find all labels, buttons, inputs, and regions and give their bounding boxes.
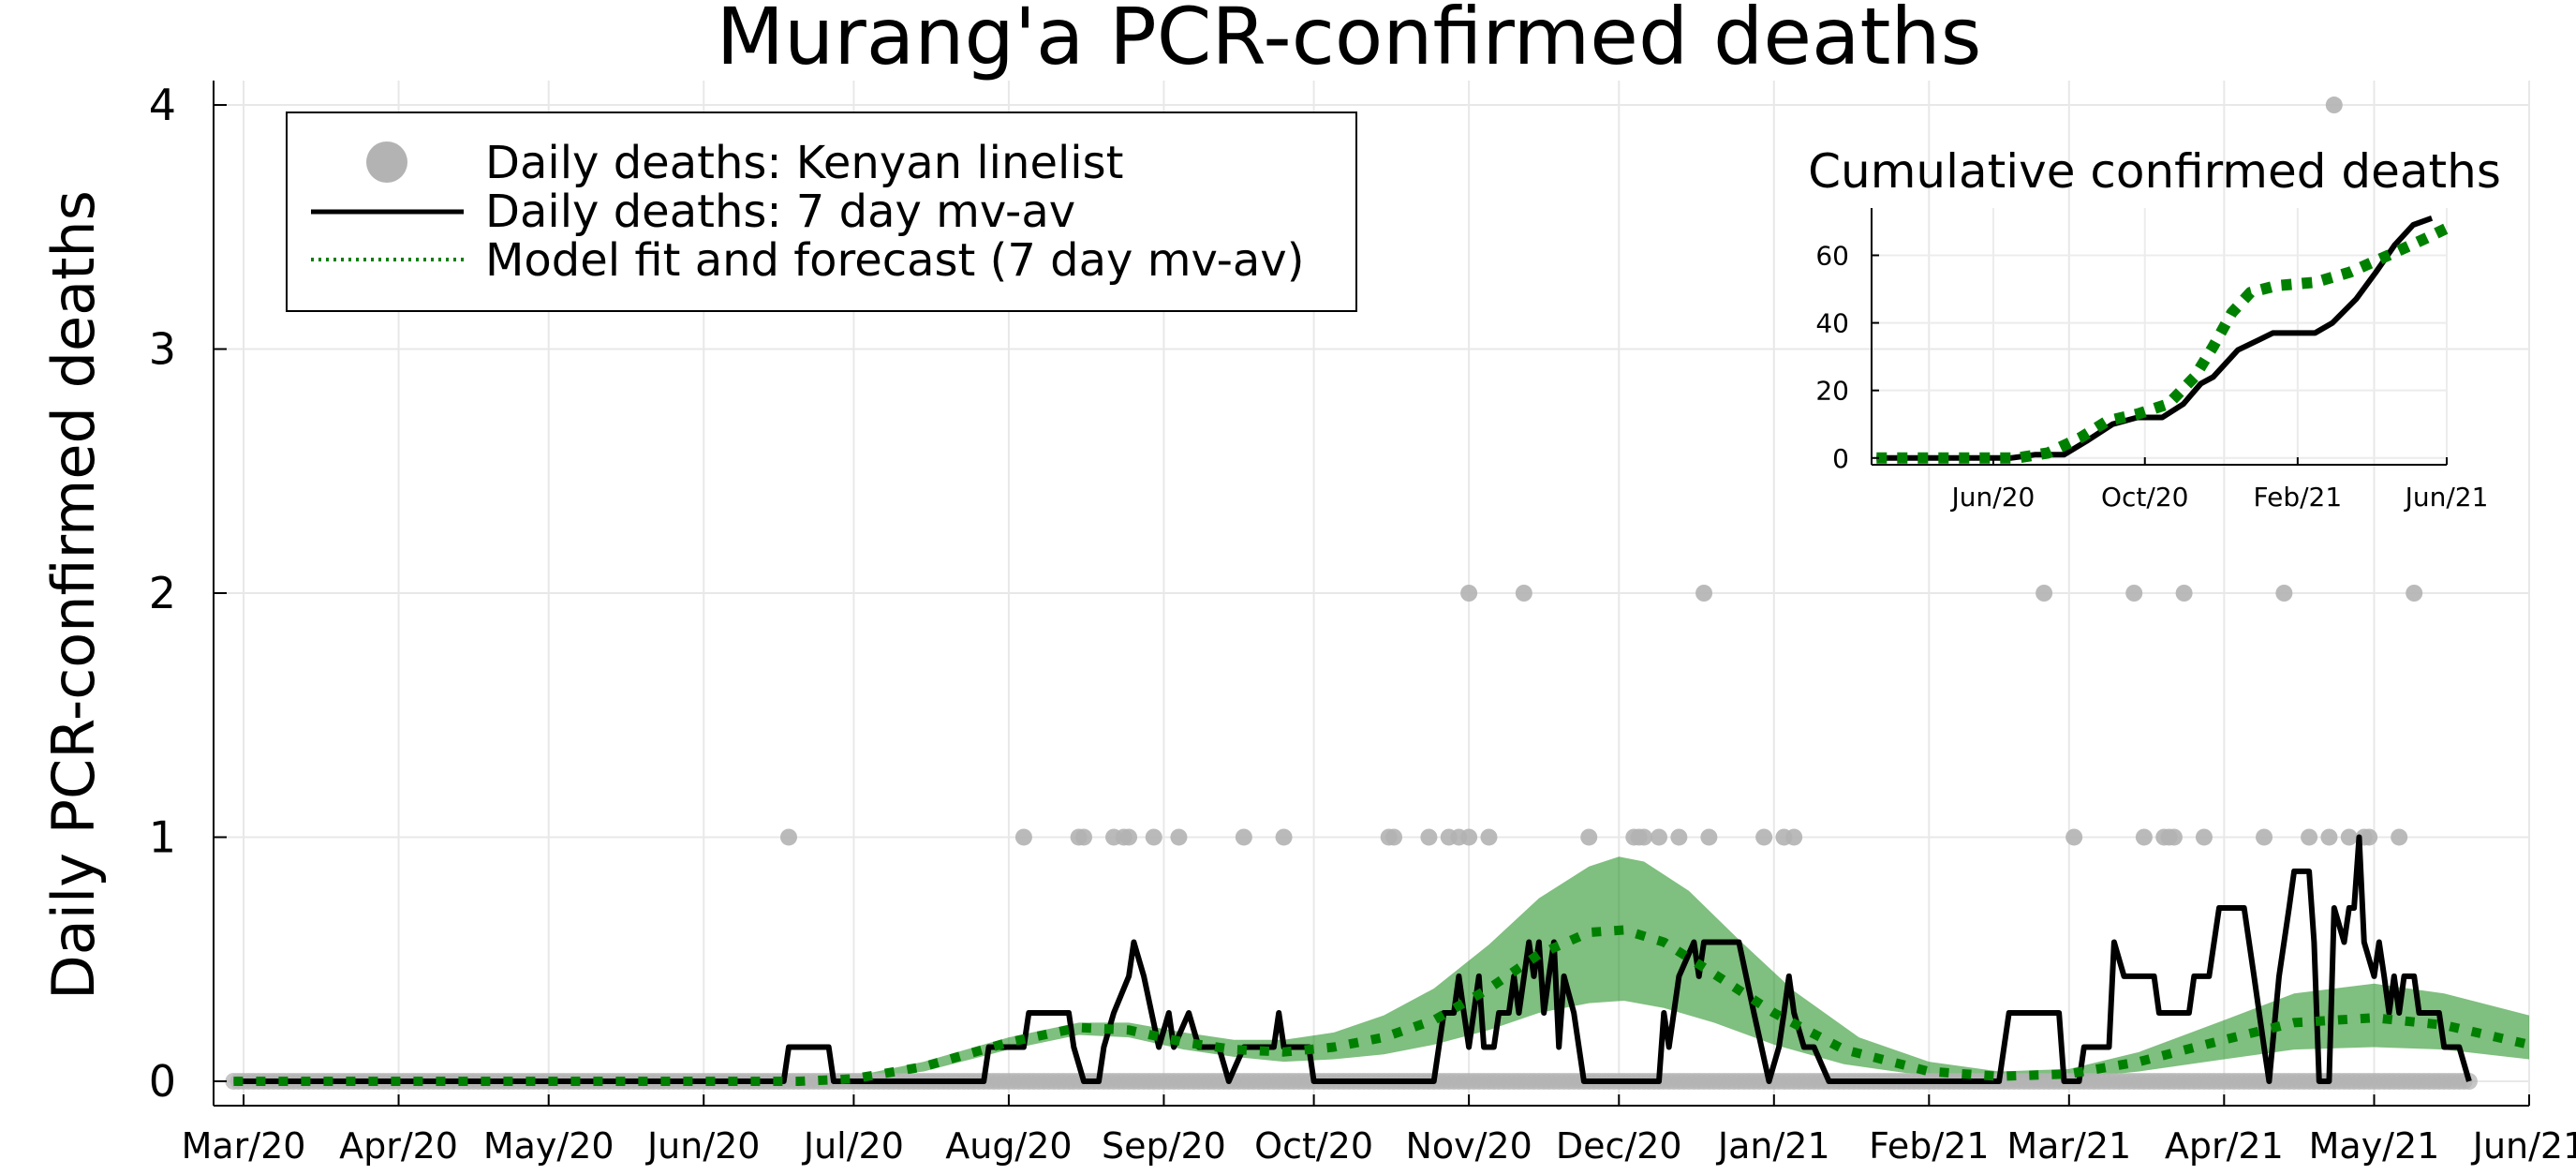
legend-label-model: Model fit and forecast (7 day mv-av) (485, 234, 1304, 287)
model-band (798, 856, 2530, 1081)
scatter-point (2275, 585, 2293, 602)
inset-x-tick-label: Jun/21 (2404, 482, 2489, 513)
inset-axes: 0 20 40 60 Jun/20 Oct/20 Feb/21 Jun/21 (1815, 208, 2488, 513)
scatter-point (1580, 828, 1598, 846)
inset-model-line (1876, 223, 2450, 464)
x-tick-label: Oct/20 (1254, 1125, 1373, 1167)
x-tick-label: Jul/20 (802, 1125, 904, 1167)
x-tick-label: Feb/21 (1869, 1125, 1989, 1167)
scatter-point (1695, 585, 1713, 602)
scatter-point (1480, 828, 1498, 846)
scatter-point (1785, 828, 1803, 846)
x-tick-label: Dec/20 (1556, 1125, 1682, 1167)
scatter-point (1145, 828, 1162, 846)
x-tick-label: Apr/21 (2165, 1125, 2284, 1167)
legend-marker-linelist (366, 141, 407, 183)
scatter-point (2065, 828, 2083, 846)
inset-lines (1876, 215, 2450, 464)
x-tick-label: May/20 (483, 1125, 614, 1167)
scatter-point (2361, 828, 2378, 846)
x-tick-label: Mar/20 (182, 1125, 306, 1167)
scatter-point (2135, 828, 2153, 846)
x-tick-label: Jun/21 (2471, 1125, 2576, 1167)
y-tick-label: 1 (149, 811, 176, 862)
main-axes: Mar/20 Apr/20 May/20 Jun/20 Jul/20 Aug/20 Sep/… (149, 80, 2576, 1167)
legend-label-linelist: Daily deaths: Kenyan linelist (485, 137, 1123, 189)
inset-y-tick-label: 60 (1815, 240, 1849, 271)
y-tick-label: 0 (149, 1056, 176, 1107)
scatter-point (2340, 828, 2358, 846)
model-forecast-line (233, 925, 2531, 1086)
x-tick-label: Aug/20 (945, 1125, 1072, 1167)
inset-y-tick-label: 20 (1815, 376, 1849, 407)
x-tick-label: Jan/21 (1716, 1125, 1830, 1167)
scatter-point (1420, 828, 1438, 846)
scatter-point (2195, 828, 2213, 846)
inset-cumulative-line (1876, 215, 2434, 461)
y-tick-label: 2 (149, 568, 176, 618)
scatter-point (1120, 828, 1138, 846)
scatter-point (2165, 828, 2183, 846)
inset-title: Cumulative confirmed deaths (1808, 144, 2501, 199)
scatter-point (779, 828, 797, 846)
scatter-point (1385, 828, 1403, 846)
scatter-point (1515, 585, 1532, 602)
scatter-point (2256, 828, 2273, 846)
legend-box (286, 112, 1357, 312)
y-tick-label: 4 (149, 80, 176, 130)
legend: Daily deaths: Kenyan linelist Daily deat… (286, 112, 1357, 312)
scatter-point (1075, 828, 1093, 846)
inset-y-tick-label: 40 (1815, 308, 1849, 339)
scatter-point (2406, 585, 2423, 602)
scatter-point (1635, 828, 1652, 846)
moving-average-line (233, 834, 2472, 1084)
inset-y-tick-label: 0 (1832, 443, 1849, 474)
inset-chart: Cumulative confirmed deaths 0 20 40 60 Jun/2… (1808, 144, 2501, 513)
scatter-point (1460, 585, 1478, 602)
x-tick-label: Apr/20 (339, 1125, 458, 1167)
x-tick-label: Sep/20 (1102, 1125, 1226, 1167)
y-axis-label: Daily PCR-confirmed deaths (39, 190, 108, 1000)
scatter-point (2036, 585, 2053, 602)
scatter-point (1235, 828, 1252, 846)
scatter-point (1275, 828, 1293, 846)
scatter-point (1460, 828, 1478, 846)
scatter-point (2391, 828, 2408, 846)
x-tick-label: Nov/20 (1405, 1125, 1532, 1167)
scatter-point (1170, 828, 1188, 846)
chart-title: Murang'a PCR-confirmed deaths (717, 0, 1982, 82)
scatter-point (1650, 828, 1667, 846)
x-tick-label: May/21 (2309, 1125, 2440, 1167)
inset-x-tick-label: Oct/20 (2101, 482, 2188, 513)
scatter-point (1670, 828, 1688, 846)
series-lines (233, 834, 2531, 1086)
x-tick-label: Jun/20 (645, 1125, 761, 1167)
scatter-point (1755, 828, 1773, 846)
scatter-point (2125, 585, 2143, 602)
scatter-point (1700, 828, 1718, 846)
scatter-point (2301, 828, 2318, 846)
legend-label-mvav: Daily deaths: 7 day mv-av (485, 186, 1075, 238)
scatter-point (2320, 828, 2338, 846)
inset-grid (1872, 208, 2448, 465)
inset-x-tick-label: Jun/20 (1950, 482, 2036, 513)
y-tick-label: 3 (149, 324, 176, 375)
model-uncertainty-band (798, 856, 2530, 1081)
scatter-point (2325, 97, 2343, 114)
scatter-point (2175, 585, 2193, 602)
inset-x-tick-label: Feb/21 (2254, 482, 2343, 513)
x-tick-label: Mar/21 (2006, 1125, 2131, 1167)
scatter-point (1014, 828, 1032, 846)
